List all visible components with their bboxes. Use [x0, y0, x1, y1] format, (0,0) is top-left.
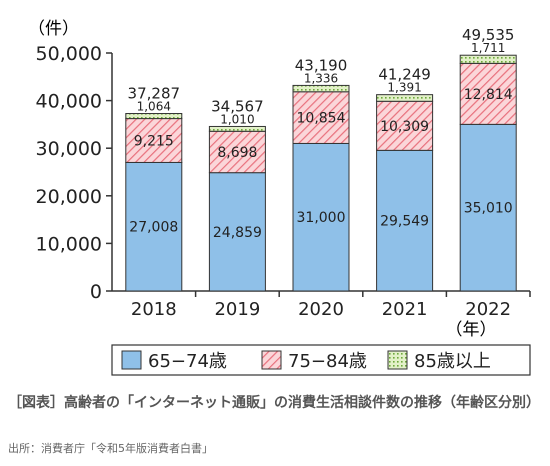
x-unit-label: （年） — [446, 320, 497, 340]
x-tick-label: 2022 — [465, 299, 511, 320]
bar-segment — [125, 113, 183, 120]
data-label: 1,711 — [471, 41, 505, 55]
total-label: 34,567 — [211, 97, 264, 115]
bar-segment — [125, 118, 183, 163]
bar-segment — [376, 100, 434, 151]
bar-segment — [459, 123, 517, 292]
data-label: 9,215 — [134, 134, 174, 150]
y-tick-label: 10,000 — [36, 233, 102, 255]
data-label: 1,336 — [304, 71, 338, 85]
data-label: 10,854 — [297, 111, 346, 127]
source-note: 出所：消費者庁「令和5年版消費者白書」 — [8, 442, 213, 455]
legend-swatch — [387, 350, 408, 370]
data-label: 35,010 — [464, 201, 513, 217]
bar-segment — [376, 94, 434, 102]
bar-segment — [292, 91, 350, 144]
y-tick-label: 50,000 — [36, 43, 102, 65]
x-tick-label: 2018 — [131, 299, 177, 320]
bar-segment — [208, 172, 266, 292]
bar-segment — [208, 125, 266, 132]
bar-segment — [292, 84, 350, 93]
y-tick-label: 40,000 — [36, 91, 102, 113]
bar-segment — [125, 161, 183, 292]
bar-segment — [292, 142, 350, 292]
x-tick-label: 2020 — [298, 299, 344, 320]
data-label: 10,309 — [380, 119, 429, 135]
data-label: 1,010 — [220, 112, 254, 126]
total-label: 41,249 — [378, 66, 431, 84]
data-label: 29,549 — [380, 214, 429, 230]
stacked-bar-chart: （件） 0 10,000 20,000 30,000 40,000 50,000 27,0… — [28, 19, 531, 376]
bar-segment — [459, 62, 517, 125]
data-label: 1,064 — [137, 100, 171, 114]
y-tick-label: 0 — [90, 281, 102, 303]
x-tick-label: 2019 — [214, 299, 260, 320]
legend-frame — [111, 344, 531, 376]
figure-caption: ［図表］高齢者の「インターネット通販」の消費生活相談件数の推移（年齢区分別） — [8, 395, 540, 411]
total-label: 49,535 — [462, 26, 515, 44]
y-tick-label: 20,000 — [36, 186, 102, 208]
bar-segment — [208, 130, 266, 174]
legend-label: 65−74歳 — [148, 351, 227, 372]
data-label: 12,814 — [464, 87, 513, 103]
x-tick-label: 2021 — [382, 299, 428, 320]
legend-label: 85歳以上 — [414, 351, 491, 372]
data-label: 1,391 — [387, 81, 421, 95]
legend-swatch — [121, 350, 142, 370]
bar-segment — [376, 149, 434, 292]
legend-swatch — [261, 350, 282, 370]
data-label: 31,000 — [297, 210, 346, 226]
y-unit-label: （件） — [28, 19, 79, 39]
total-label: 37,287 — [128, 85, 181, 103]
legend: 65−74歳 75−84歳 85歳以上 — [111, 344, 531, 376]
data-label: 27,008 — [129, 220, 178, 236]
total-label: 43,190 — [295, 56, 348, 74]
bar-segment — [459, 54, 517, 64]
legend-label: 75−84歳 — [288, 351, 367, 372]
data-label: 24,859 — [213, 225, 262, 241]
y-tick-label: 30,000 — [36, 138, 102, 160]
data-label: 8,698 — [217, 145, 257, 161]
